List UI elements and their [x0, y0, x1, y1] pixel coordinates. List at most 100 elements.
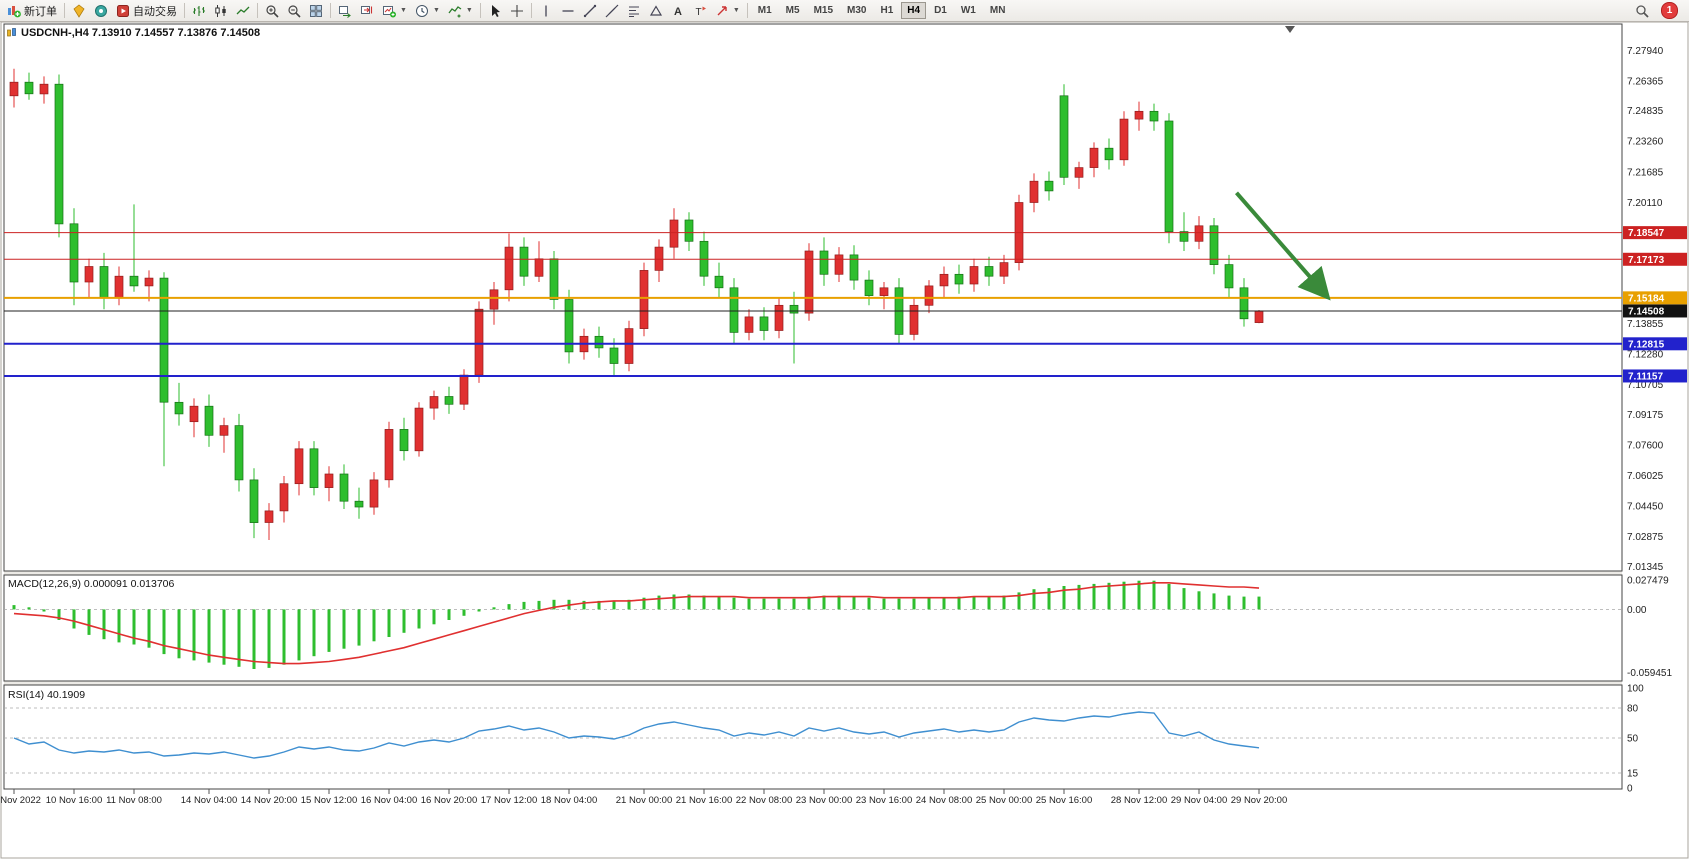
tile-windows-button[interactable] — [305, 1, 327, 20]
auto-trading-icon — [117, 4, 129, 17]
candle-body — [804, 250, 814, 314]
vertical-line-button[interactable] — [535, 1, 557, 20]
chart-shift-button[interactable] — [356, 1, 378, 20]
notification-badge[interactable]: 1 — [1661, 2, 1678, 19]
rsi-title: RSI(14) 40.1909 — [8, 689, 86, 701]
candle-body — [1029, 180, 1039, 203]
candle-body — [789, 304, 799, 314]
toolbar-separator — [257, 3, 258, 18]
period-clock-button[interactable]: ▼ — [411, 1, 444, 20]
candle-body — [444, 396, 454, 405]
chart-bars-button[interactable] — [188, 1, 210, 20]
text-button[interactable]: A — [667, 1, 689, 20]
candle-body — [24, 81, 34, 95]
timeframe-button-h1[interactable]: H1 — [874, 2, 899, 19]
candle-body — [219, 425, 229, 436]
search-button[interactable] — [1631, 1, 1653, 20]
timeframe-button-m1[interactable]: M1 — [752, 2, 778, 19]
candle-body — [624, 328, 634, 364]
candle-body — [339, 473, 349, 502]
candle-body — [69, 223, 79, 283]
candle-body — [1149, 110, 1159, 122]
candle-body — [144, 277, 154, 287]
auto-scroll-icon — [339, 5, 351, 18]
candle-body — [189, 405, 199, 423]
pane-divider[interactable] — [4, 681, 1622, 685]
zoom-in-button[interactable] — [261, 1, 283, 20]
chart-line-button[interactable] — [232, 1, 254, 20]
svg-text:14 Nov 04:00: 14 Nov 04:00 — [181, 795, 238, 806]
svg-text:7.09175: 7.09175 — [1627, 410, 1664, 421]
zoom-out-button[interactable] — [283, 1, 305, 20]
timeframe-button-w1[interactable]: W1 — [955, 2, 982, 19]
horizontal-line-button[interactable] — [557, 1, 579, 20]
mql5-button[interactable] — [68, 1, 90, 20]
svg-text:7.07600: 7.07600 — [1627, 440, 1664, 451]
chart-shift-marker[interactable] — [1285, 26, 1295, 33]
candle-body — [1254, 310, 1264, 323]
arrows-tool-button[interactable]: ▼ — [711, 1, 744, 20]
channel-button[interactable] — [601, 1, 623, 20]
crosshair-button[interactable] — [506, 1, 528, 20]
zoom-in-icon — [266, 4, 279, 18]
candle-body — [459, 374, 469, 405]
timeframe-button-m5[interactable]: M5 — [780, 2, 806, 19]
auto-scroll-button[interactable] — [334, 1, 356, 20]
candle-body — [684, 219, 694, 242]
candle-body — [54, 83, 64, 225]
candle-body — [519, 246, 529, 277]
chevron-down-icon: ▼ — [732, 7, 740, 14]
candle-body — [354, 500, 364, 508]
indicators-button[interactable]: ▼ — [444, 1, 477, 20]
pane-divider[interactable] — [4, 571, 1622, 575]
price-axis[interactable]: 7.27940 7.26365 7.24835 7.23260 7.21685 7.201… — [1627, 46, 1664, 573]
cursor-button[interactable] — [484, 1, 506, 20]
candle-body — [204, 405, 214, 436]
candle-body — [549, 258, 559, 300]
macd-scale: 0.027479 0.00 -0.059451 — [1627, 576, 1672, 679]
candle-body — [99, 266, 109, 298]
candle-body — [414, 407, 424, 452]
diamond-icon — [73, 3, 85, 18]
candle-body — [39, 83, 49, 95]
chart-candles-button[interactable] — [210, 1, 232, 20]
candle-body — [954, 273, 964, 285]
bid-price-tag-label: 7.14508 — [1628, 306, 1665, 317]
toolbar-separator — [479, 3, 481, 18]
crosshair-icon — [510, 4, 523, 17]
timeframe-button-m30[interactable]: M30 — [841, 2, 872, 19]
svg-text:0.00: 0.00 — [1627, 605, 1647, 616]
rsi-pane[interactable] — [3, 684, 1623, 790]
community-button[interactable] — [90, 1, 112, 20]
new-order-button[interactable]: 新订单 — [3, 1, 61, 20]
macd-pane[interactable] — [3, 574, 1623, 682]
svg-text:7.04450: 7.04450 — [1627, 502, 1664, 513]
auto-trading-button[interactable]: 自动交易 — [112, 1, 181, 20]
new-chart-button[interactable]: ▼ — [378, 1, 411, 20]
text-label-button[interactable]: T — [689, 1, 711, 20]
macd-histogram — [12, 580, 1261, 669]
annotation-arrow[interactable] — [1234, 191, 1331, 301]
svg-text:7.20110: 7.20110 — [1627, 198, 1663, 209]
shapes-button[interactable] — [645, 1, 667, 20]
svg-text:29 Nov 20:00: 29 Nov 20:00 — [1231, 795, 1288, 806]
fibonacci-button[interactable] — [623, 1, 645, 20]
timeframe-button-d1[interactable]: D1 — [928, 2, 953, 19]
macd-signal-line — [13, 581, 1260, 665]
svg-text:7.02875: 7.02875 — [1627, 532, 1664, 543]
trendline-button[interactable] — [579, 1, 601, 20]
candle-body — [1224, 264, 1234, 289]
timeframe-button-mn[interactable]: MN — [984, 2, 1012, 19]
fibonacci-icon — [628, 6, 639, 17]
candle-body — [504, 246, 514, 291]
candle-body — [834, 254, 844, 275]
hline-tag-label: 7.11157 — [1628, 371, 1663, 382]
timeframe-button-m15[interactable]: M15 — [808, 2, 839, 19]
timeframe-button-h4[interactable]: H4 — [901, 2, 927, 19]
candle-body — [909, 304, 919, 335]
candle-body — [369, 479, 379, 508]
svg-text:29 Nov 04:00: 29 Nov 04:00 — [1171, 795, 1228, 806]
svg-text:10 Nov 16:00: 10 Nov 16:00 — [46, 795, 103, 806]
